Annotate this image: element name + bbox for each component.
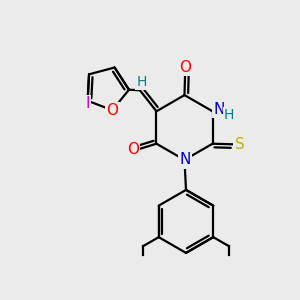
Text: I: I — [85, 96, 90, 111]
Text: H: H — [224, 108, 234, 122]
Text: N: N — [179, 152, 191, 167]
Text: O: O — [106, 103, 118, 118]
Text: S: S — [235, 137, 244, 152]
Text: N: N — [214, 102, 225, 117]
Text: O: O — [127, 142, 139, 157]
Text: O: O — [179, 60, 191, 75]
Text: H: H — [136, 75, 147, 89]
